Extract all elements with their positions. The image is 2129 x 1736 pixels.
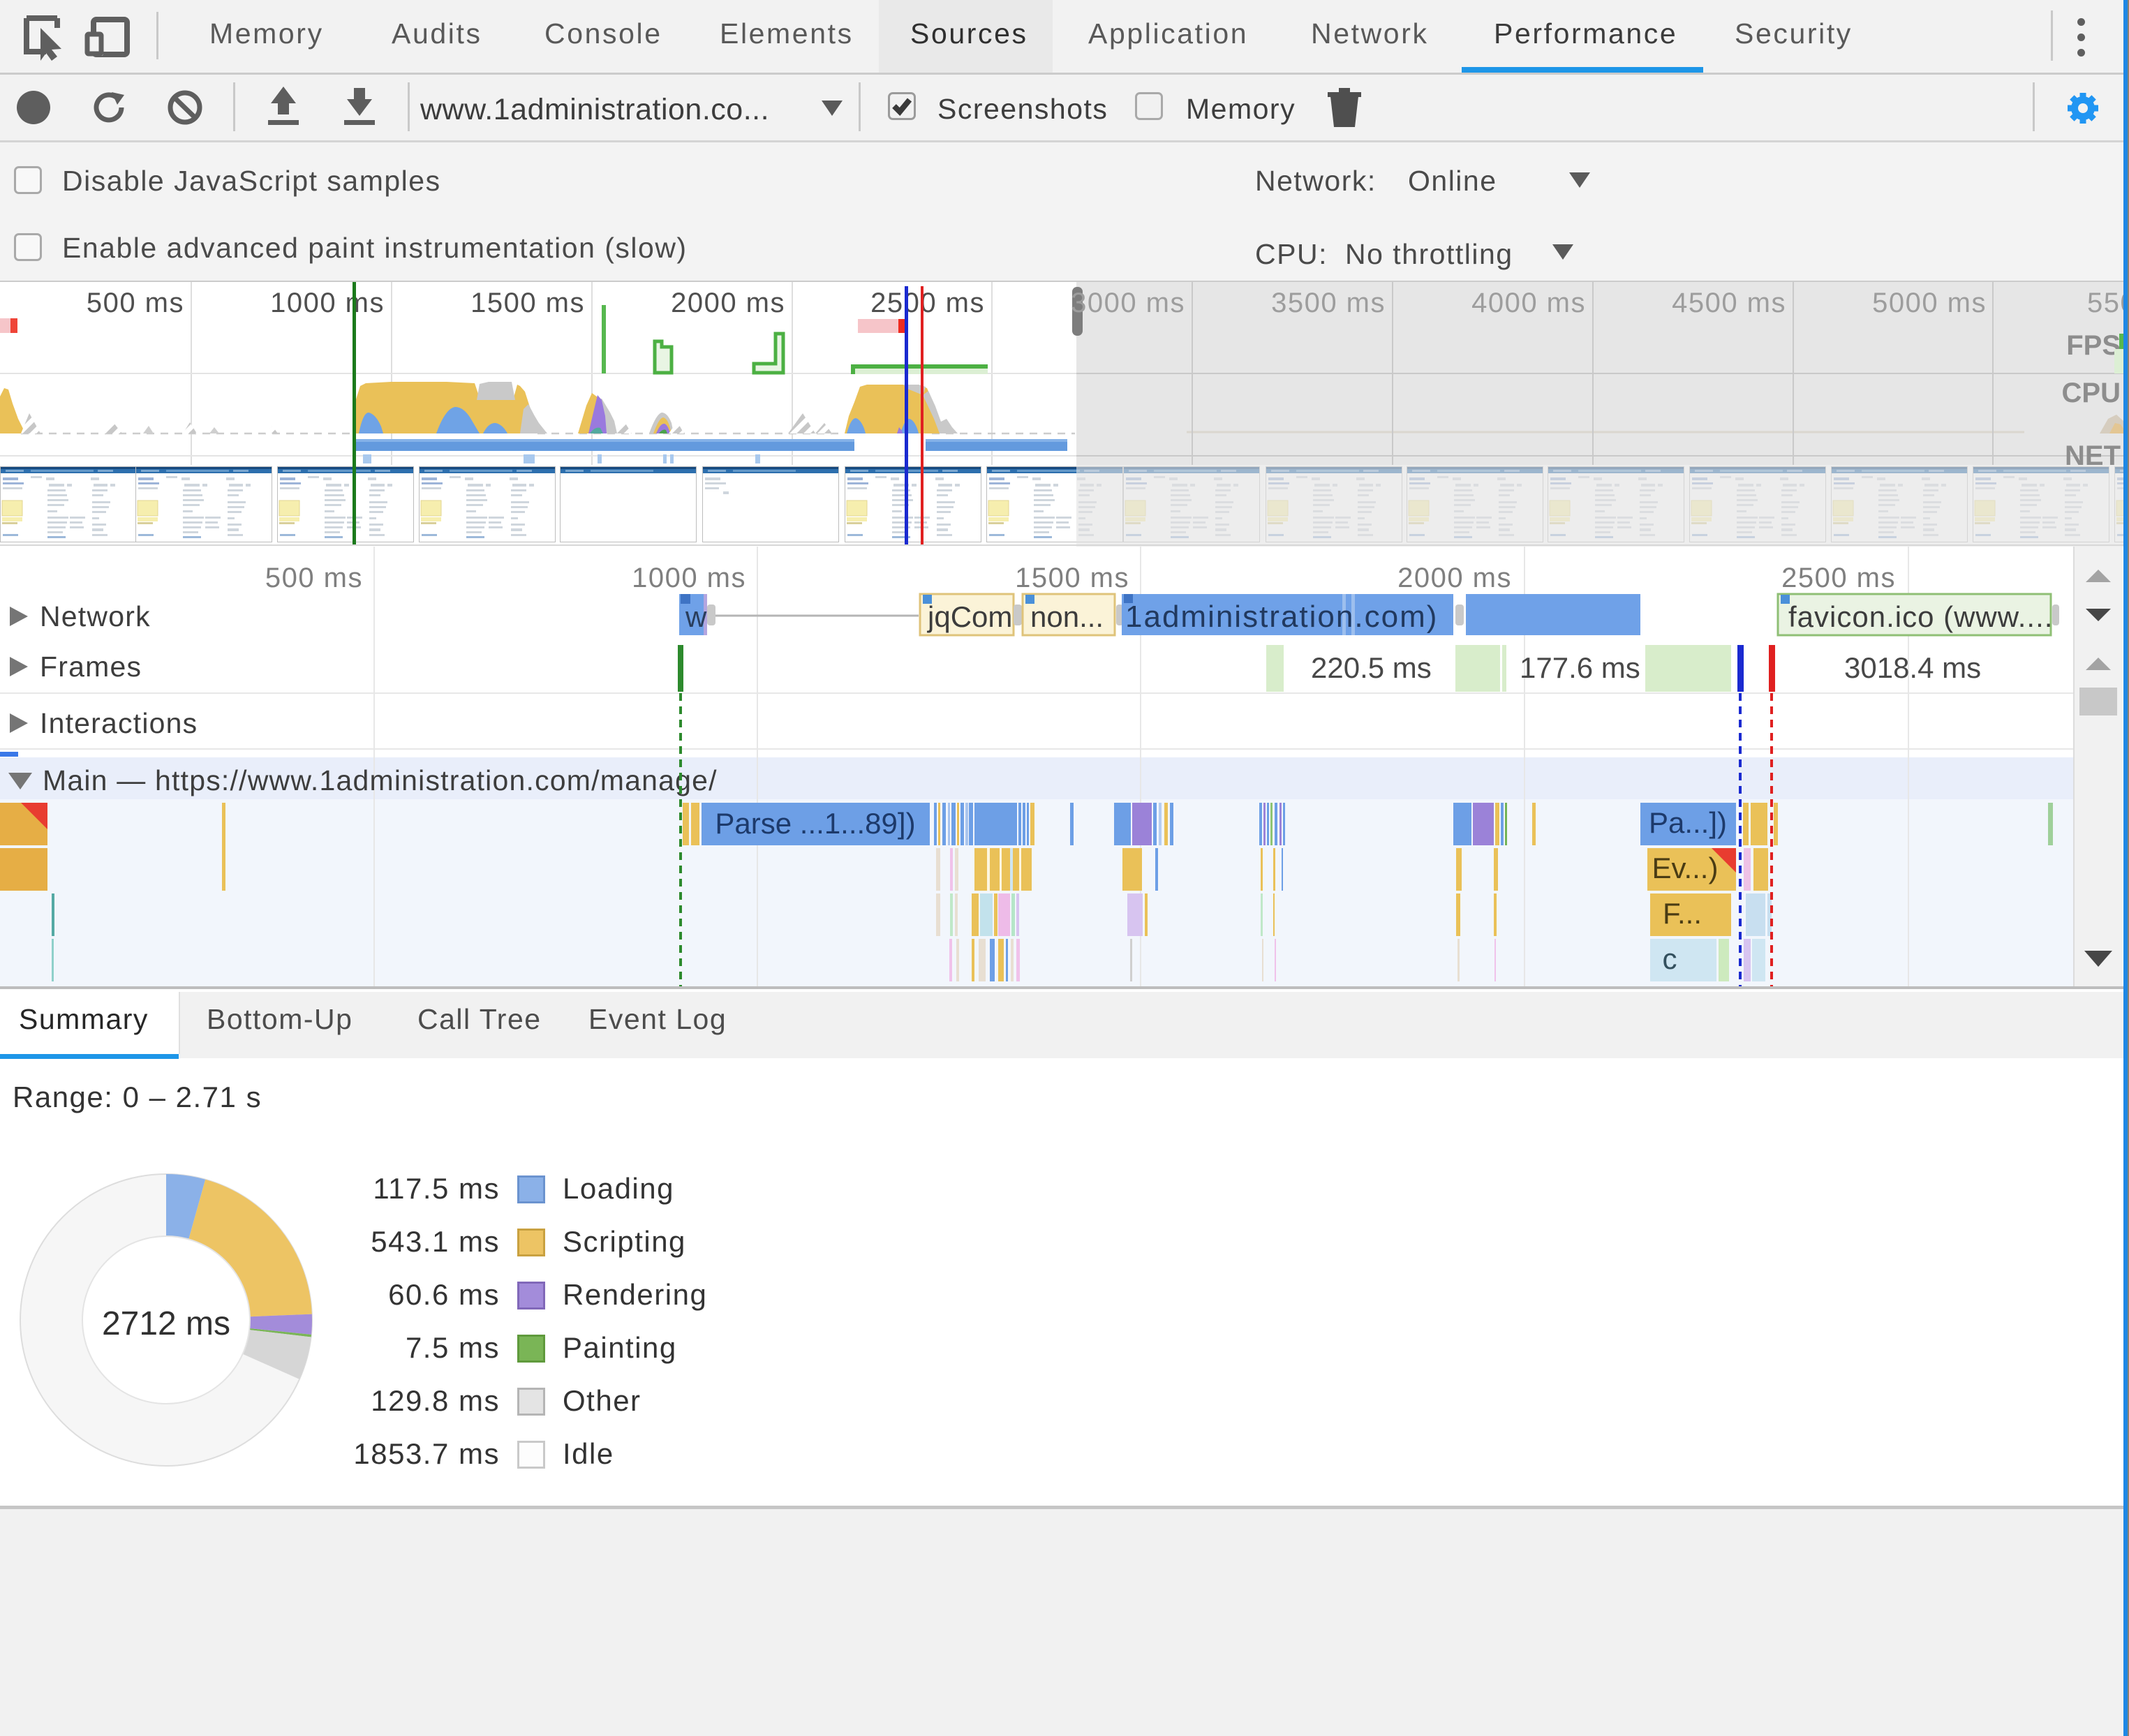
svg-text:Network: Network (40, 600, 151, 632)
svg-text:4500 ms: 4500 ms (1672, 288, 1786, 318)
svg-text:CPU: CPU (2062, 378, 2121, 408)
svg-text:1500 ms: 1500 ms (470, 288, 585, 318)
svg-text:5000 ms: 5000 ms (1872, 288, 1987, 318)
svg-text:Ev...): Ev...) (1652, 852, 1719, 884)
svg-text:2500 ms: 2500 ms (870, 288, 985, 318)
svg-text:3000 ms: 3000 ms (1071, 288, 1185, 318)
svg-text:Pa...]): Pa...]) (1649, 806, 1727, 839)
svg-text:NET: NET (2065, 440, 2121, 471)
svg-text:Parse ...1...89]): Parse ...1...89]) (715, 807, 915, 840)
svg-text:177.6 ms: 177.6 ms (1520, 651, 1640, 684)
svg-text:220.5 ms: 220.5 ms (1311, 651, 1432, 684)
svg-text:4000 ms: 4000 ms (1471, 288, 1586, 318)
svg-text:Frames: Frames (40, 651, 142, 683)
svg-text:non...: non... (1030, 600, 1104, 633)
svg-text:w: w (685, 600, 707, 633)
svg-text:c: c (1663, 942, 1677, 975)
svg-text:1500 ms: 1500 ms (1015, 563, 1129, 593)
svg-text:3500 ms: 3500 ms (1271, 288, 1386, 318)
svg-text:2000 ms: 2000 ms (1397, 563, 1512, 593)
svg-text:2000 ms: 2000 ms (671, 288, 785, 318)
svg-text:1000 ms: 1000 ms (632, 563, 746, 593)
svg-text:FPS: FPS (2066, 330, 2121, 361)
svg-text:1000 ms: 1000 ms (270, 288, 385, 318)
svg-text:1administration.com): 1administration.com) (1125, 600, 1438, 634)
svg-text:Interactions: Interactions (40, 707, 198, 739)
svg-text:2712 ms: 2712 ms (102, 1305, 230, 1342)
svg-text:Main — https://www.1administra: Main — https://www.1administration.com/m… (43, 764, 718, 796)
svg-text:favicon.ico (www....: favicon.ico (www.... (1788, 600, 2053, 633)
svg-text:500 ms: 500 ms (265, 563, 363, 593)
svg-text:500 ms: 500 ms (87, 288, 184, 318)
svg-text:3018.4 ms: 3018.4 ms (1844, 651, 1981, 684)
svg-text:2500 ms: 2500 ms (1781, 563, 1896, 593)
svg-text:F...: F... (1663, 897, 1702, 930)
svg-text:jqCom: jqCom (926, 600, 1012, 633)
